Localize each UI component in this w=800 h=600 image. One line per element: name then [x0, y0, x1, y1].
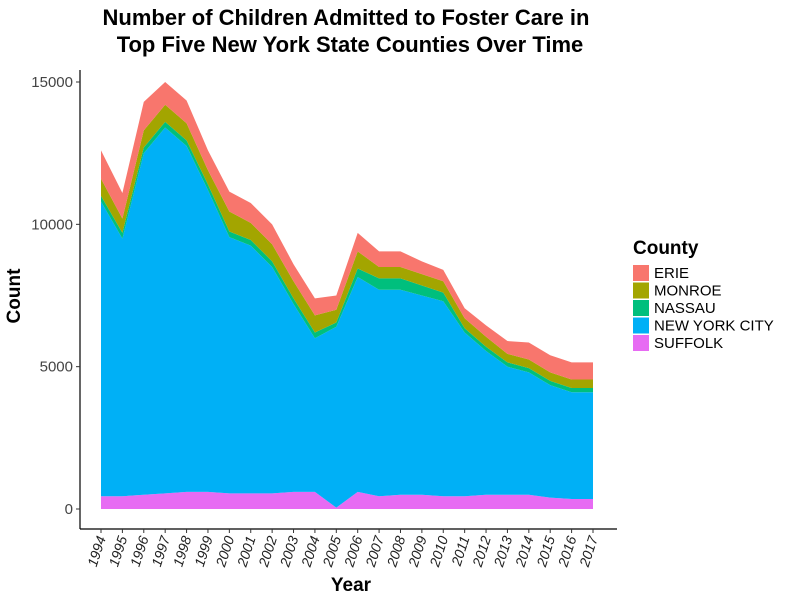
legend-label-nassau: NASSAU	[654, 300, 716, 317]
legend-swatch-new-york-city	[633, 317, 649, 334]
legend-swatch-suffolk	[633, 335, 649, 351]
y-tick-label: 10000	[31, 216, 73, 233]
y-tick-label: 15000	[31, 74, 73, 91]
area-layers	[101, 82, 593, 509]
legend-swatch-erie	[633, 265, 649, 281]
area-suffolk	[101, 491, 593, 509]
legend-label-new-york-city: NEW YORK CITY	[654, 318, 774, 335]
legend-label-suffolk: SUFFOLK	[654, 335, 723, 352]
area-new-york-city	[101, 127, 593, 508]
x-tick-label: 2017	[576, 533, 602, 570]
axes	[79, 70, 617, 530]
legend-swatch-nassau	[633, 300, 649, 316]
x-tick-label: 2010	[426, 534, 451, 570]
legend-label-erie: ERIE	[654, 265, 689, 282]
legend-title: County	[633, 238, 699, 259]
chart-title: Number of Children Admitted to Foster Ca…	[103, 5, 590, 57]
y-tick-label: 5000	[40, 359, 73, 376]
y-tick-label: 0	[65, 501, 73, 518]
y-axis-title: Count	[4, 268, 25, 324]
chart-title-line-1: Number of Children Admitted to Foster Ca…	[103, 5, 590, 30]
y-axis-ticks: 0 5000 10000 15000	[31, 74, 80, 518]
area-erie	[101, 82, 593, 380]
area-monroe	[101, 104, 593, 389]
chart-title-line-2: Top Five New York State Counties Over Ti…	[117, 32, 584, 57]
x-axis-title: Year	[331, 575, 372, 596]
legend-label-monroe: MONROE	[654, 283, 722, 300]
legend-swatch-monroe	[633, 282, 649, 299]
x-axis-ticks: 1994199519961997199819992000200120022003…	[84, 529, 601, 570]
